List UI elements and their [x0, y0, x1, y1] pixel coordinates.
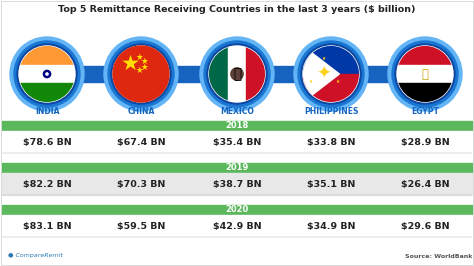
Text: $59.5 BN: $59.5 BN: [117, 222, 165, 231]
Text: ★: ★: [335, 79, 339, 84]
Circle shape: [17, 44, 77, 104]
Polygon shape: [303, 46, 339, 102]
Text: ★: ★: [136, 53, 144, 62]
Text: 🦅: 🦅: [421, 68, 428, 81]
Bar: [2, 121, 472, 246]
Bar: [2, 205, 472, 215]
Circle shape: [207, 44, 267, 104]
Text: 2018: 2018: [225, 122, 249, 131]
Text: $67.4 BN: $67.4 BN: [117, 138, 165, 147]
Circle shape: [395, 44, 455, 104]
Circle shape: [294, 37, 368, 111]
Circle shape: [108, 41, 174, 107]
Circle shape: [303, 46, 359, 102]
Circle shape: [19, 46, 75, 102]
Circle shape: [113, 46, 169, 102]
Bar: [171, 66, 207, 82]
Text: Top 5 Remittance Receiving Countries in the last 3 years ($ billion): Top 5 Remittance Receiving Countries in …: [58, 6, 416, 15]
Text: $78.6 BN: $78.6 BN: [23, 138, 72, 147]
Text: ★: ★: [120, 54, 139, 74]
Bar: [2, 131, 472, 153]
Bar: [2, 163, 472, 173]
Bar: [2, 173, 472, 195]
Text: 🦅: 🦅: [233, 67, 241, 81]
Text: $70.3 BN: $70.3 BN: [117, 180, 165, 189]
Circle shape: [104, 37, 178, 111]
Circle shape: [209, 46, 265, 102]
Text: $35.4 BN: $35.4 BN: [213, 138, 261, 147]
Text: $26.4 BN: $26.4 BN: [401, 180, 449, 189]
Bar: [303, 46, 359, 74]
Text: $35.1 BN: $35.1 BN: [307, 180, 355, 189]
Text: INDIA: INDIA: [35, 107, 59, 117]
Text: 2019: 2019: [225, 164, 249, 172]
Circle shape: [298, 41, 364, 107]
Text: ★: ★: [136, 66, 144, 75]
Circle shape: [111, 44, 171, 104]
Bar: [361, 66, 395, 82]
Text: PHILIPPINES: PHILIPPINES: [304, 107, 358, 117]
Text: Source: WorldBank: Source: WorldBank: [405, 253, 472, 259]
Circle shape: [10, 37, 84, 111]
Circle shape: [388, 37, 462, 111]
Text: ★: ★: [140, 57, 147, 66]
Text: $29.6 BN: $29.6 BN: [401, 222, 449, 231]
Text: $82.2 BN: $82.2 BN: [23, 180, 72, 189]
Text: $42.9 BN: $42.9 BN: [213, 222, 261, 231]
Text: $38.7 BN: $38.7 BN: [213, 180, 261, 189]
Text: EGYPT: EGYPT: [411, 107, 439, 117]
Circle shape: [231, 68, 243, 80]
Text: $33.8 BN: $33.8 BN: [307, 138, 355, 147]
Text: MEXICO: MEXICO: [220, 107, 254, 117]
Circle shape: [397, 46, 453, 102]
Bar: [397, 83, 453, 102]
Text: ★: ★: [309, 79, 313, 84]
Text: ✦: ✦: [317, 65, 331, 83]
Text: CHINA: CHINA: [128, 107, 155, 117]
Text: $83.1 BN: $83.1 BN: [23, 222, 71, 231]
Bar: [397, 46, 453, 65]
Text: ● CompareRemit: ● CompareRemit: [8, 253, 63, 259]
Bar: [77, 66, 111, 82]
Circle shape: [46, 73, 48, 75]
Circle shape: [113, 46, 169, 102]
Text: ★: ★: [140, 63, 147, 72]
Circle shape: [204, 41, 270, 107]
Circle shape: [200, 37, 274, 111]
Bar: [228, 46, 246, 102]
Text: $34.9 BN: $34.9 BN: [307, 222, 355, 231]
Bar: [267, 66, 301, 82]
Bar: [209, 46, 228, 102]
Circle shape: [301, 44, 361, 104]
Bar: [19, 83, 75, 102]
Circle shape: [14, 41, 80, 107]
Bar: [397, 65, 453, 83]
Circle shape: [392, 41, 458, 107]
Circle shape: [43, 70, 51, 78]
Bar: [2, 215, 472, 237]
Text: 2020: 2020: [225, 206, 249, 214]
Text: ★: ★: [322, 56, 326, 61]
Bar: [303, 74, 359, 102]
Bar: [246, 46, 265, 102]
Bar: [19, 65, 75, 83]
Bar: [19, 46, 75, 65]
Text: $28.9 BN: $28.9 BN: [401, 138, 449, 147]
Bar: [2, 121, 472, 131]
